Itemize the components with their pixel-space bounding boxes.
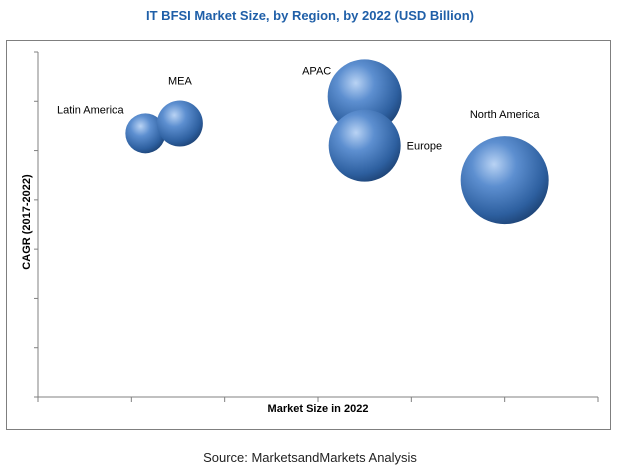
bubble-label-mea: MEA	[168, 75, 193, 87]
x-axis-label: Market Size in 2022	[268, 403, 369, 415]
bubble-latin-america[interactable]	[125, 113, 166, 154]
chart-title: IT BFSI Market Size, by Region, by 2022 …	[146, 8, 474, 23]
bubble-label-latin-america: Latin America	[57, 104, 125, 116]
bubble-europe[interactable]	[328, 109, 401, 182]
bubble-label-apac: APAC	[302, 65, 331, 77]
bubble-label-europe: Europe	[407, 141, 442, 153]
chart-frame	[6, 40, 611, 430]
bubble-label-north-america: North America	[470, 109, 541, 121]
bubble-mea[interactable]	[156, 100, 203, 147]
y-axis-label: CAGR (2017-2022)	[21, 174, 33, 270]
source-note: Source: MarketsandMarkets Analysis	[203, 450, 417, 465]
bubble-north-america[interactable]	[460, 136, 549, 225]
